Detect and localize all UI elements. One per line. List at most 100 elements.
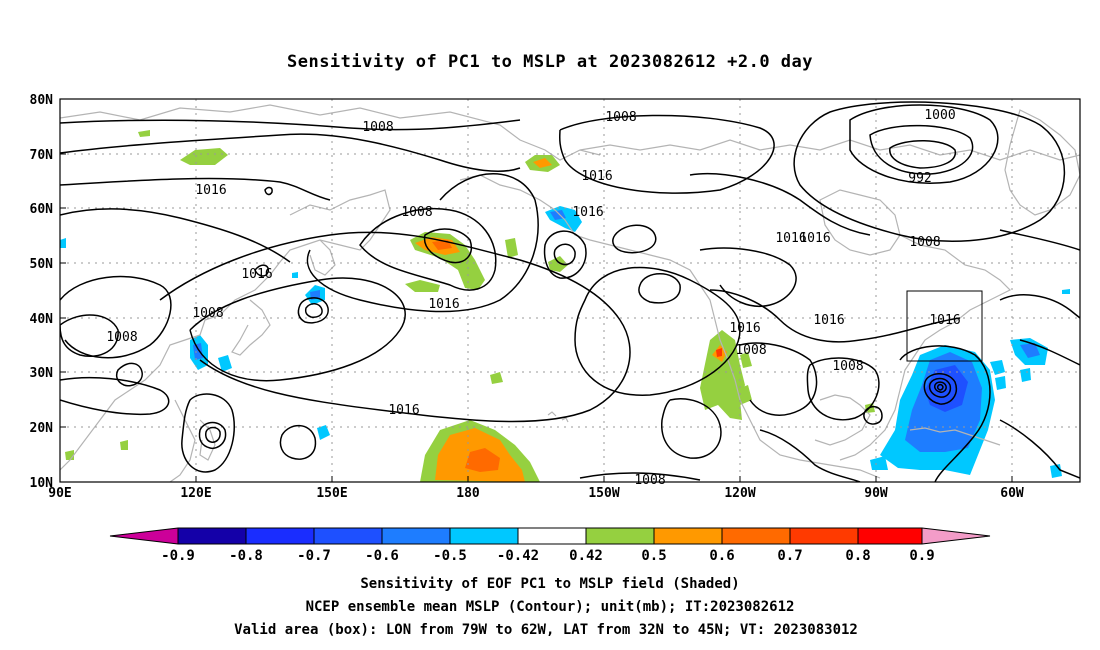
contour-label: 1008: [192, 306, 223, 321]
contour-line: [999, 229, 1080, 251]
lat-label: 40N: [30, 312, 54, 327]
contour-line: [739, 342, 818, 416]
coast-greenland: [1004, 109, 1080, 216]
contour-line: [806, 357, 880, 421]
contour-line: [709, 289, 961, 343]
colorbar-swatch: [246, 528, 314, 544]
shade-blue-tiny-b: [292, 272, 298, 278]
lat-label: 20N: [30, 421, 54, 436]
colorbar-swatch: [382, 528, 450, 544]
shade-lightblue-tiny: [1062, 289, 1070, 294]
contour-line: [579, 472, 701, 481]
contour-label: 1016: [929, 313, 960, 328]
colorbar-label: -0.5: [433, 548, 467, 564]
lat-label: 60N: [30, 202, 54, 217]
coast-gulf: [814, 394, 871, 446]
contour-line: [793, 101, 1066, 242]
coast-east-asia: [60, 274, 271, 471]
contour-line: [159, 231, 631, 423]
colorbar-swatch: [314, 528, 382, 544]
shade-green-small-b: [490, 372, 503, 384]
shade-darkorange-baja: [716, 348, 722, 357]
figure-title: Sensitivity of PC1 to MSLP at 2023082612…: [287, 52, 813, 72]
shade-lightblue-east-2: [990, 360, 1005, 375]
contour-line: [928, 377, 952, 398]
contour-label: 1008: [106, 330, 137, 345]
shade-blue-taiwan: [218, 355, 232, 372]
colorbar-swatch: [922, 528, 990, 544]
contour-line: [999, 419, 1080, 479]
colorbar-label: 0.9: [909, 548, 934, 564]
colorbar-label: 0.6: [709, 548, 734, 564]
contour-line: [936, 383, 944, 391]
figure-caption: Sensitivity of EOF PC1 to MSLP field (Sh…: [234, 576, 858, 638]
contour-label: 1016: [813, 313, 844, 328]
coast-kamchatka: [309, 239, 336, 276]
contour-line: [181, 393, 235, 473]
contour-line: [297, 297, 329, 324]
contour-line: [306, 173, 539, 313]
contour-line: [553, 243, 576, 266]
contour-line: [189, 277, 406, 382]
shade-lightblue-east-4: [1020, 368, 1031, 382]
longitude-labels: 90E 120E 150E 180 150W 120W 90W 60W: [48, 486, 1024, 501]
contour-line: [60, 177, 331, 201]
colorbar-label: -0.7: [297, 548, 331, 564]
lon-label: 120E: [180, 486, 211, 501]
contour-line: [574, 266, 741, 396]
coast-alaska-north: [579, 139, 1080, 161]
shade-lightblue-south: [870, 456, 888, 470]
lon-label: 90E: [48, 486, 71, 501]
shade-green-small-c: [120, 440, 128, 450]
contour-label: 1016: [572, 205, 603, 220]
shade-orange-arctic-east: [533, 158, 552, 168]
shade-green-arctic-west: [180, 148, 228, 165]
contour-line: [205, 426, 221, 443]
contour-line: [661, 398, 722, 459]
contour-line: [60, 314, 119, 357]
contour-label: 1008: [605, 110, 636, 125]
mslp-contours: [60, 101, 1080, 482]
colorbar: -0.9 -0.8 -0.7 -0.6 -0.5 -0.42 0.42 0.5 …: [109, 527, 991, 564]
contour-line: [304, 303, 323, 318]
contour-label: 1008: [909, 235, 940, 250]
contour-line: [60, 133, 521, 172]
shade-green-small-a: [505, 238, 518, 258]
shade-green-baja-2: [735, 385, 752, 405]
contour-line: [543, 230, 587, 279]
colorbar-label: 0.42: [569, 548, 603, 564]
coast-alaska: [459, 174, 881, 479]
colorbar-swatch: [450, 528, 518, 544]
colorbar-label: 0.7: [777, 548, 802, 564]
contour-line: [889, 140, 956, 169]
contour-label: 1016: [729, 321, 760, 336]
valid-area-box: [906, 290, 983, 362]
lon-label: 150W: [588, 486, 619, 501]
caption-line-3: Valid area (box): LON from 79W to 62W, L…: [234, 622, 858, 638]
colorbar-swatch: [178, 528, 246, 544]
contour-line: [60, 376, 170, 416]
coast-se-asia: [169, 399, 196, 482]
contour-line: [60, 208, 291, 263]
lat-label: 50N: [30, 257, 54, 272]
axis-ticks: [60, 98, 1013, 482]
shade-blue-east-1: [1020, 343, 1040, 358]
lon-label: 60W: [1000, 486, 1024, 501]
colorbar-swatch: [654, 528, 722, 544]
latitude-labels: 80N 70N 60N 50N 40N 30N 20N 10N: [30, 93, 54, 491]
coast-caribbean: [909, 427, 1001, 446]
colorbar-label: -0.6: [365, 548, 399, 564]
contour-line: [359, 208, 497, 291]
lat-label: 80N: [30, 93, 54, 108]
coast-asia-arctic: [60, 104, 601, 161]
contour-label: 1008: [832, 359, 863, 374]
contour-line: [558, 114, 775, 194]
contour-label: 992: [908, 171, 931, 186]
contour-line: [423, 228, 472, 264]
caption-line-1: Sensitivity of EOF PC1 to MSLP field (Sh…: [360, 576, 739, 592]
contour-line: [923, 373, 957, 405]
contour-line: [849, 104, 999, 184]
contour-line: [759, 429, 861, 482]
colorbar-swatch: [518, 528, 586, 544]
lon-label: 180: [456, 486, 480, 501]
